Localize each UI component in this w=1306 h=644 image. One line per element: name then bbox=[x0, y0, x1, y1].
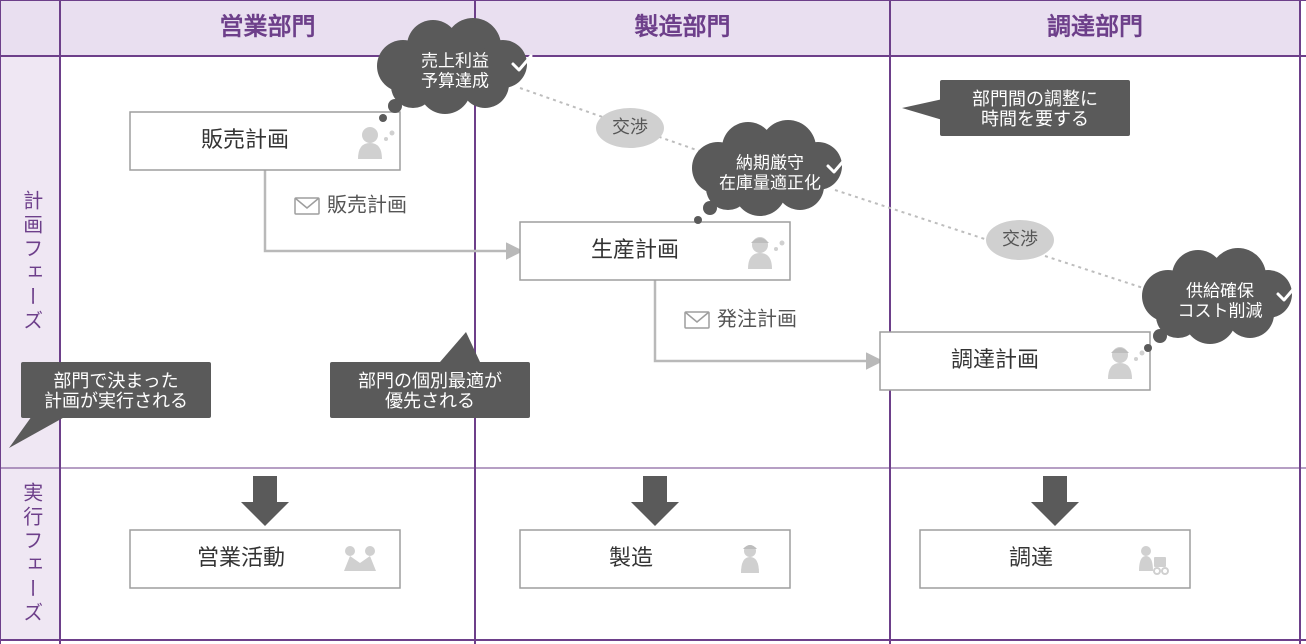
callout-exec-l1: 部門で決まった bbox=[53, 371, 178, 391]
cloud-prod-l1: 納期厳守 bbox=[736, 153, 804, 172]
column-header-2: 調達部門 bbox=[1047, 12, 1143, 40]
prod-label: 生産計画 bbox=[591, 237, 679, 262]
callout-local-l1: 部門の個別最適が bbox=[358, 371, 502, 391]
cloud-proc: 供給確保コスト削減 bbox=[1142, 248, 1296, 352]
callout-interdept-l2: 時間を要する bbox=[981, 109, 1089, 129]
cloud-prod-l2: 在庫量適正化 bbox=[719, 173, 821, 192]
callout-exec-l2: 計画が実行される bbox=[44, 391, 188, 411]
nego-line-2a bbox=[835, 190, 1000, 244]
nego-label-b: 交渉 bbox=[1002, 229, 1038, 249]
cloud-proc-l1: 供給確保 bbox=[1186, 281, 1254, 300]
envelope-icon bbox=[295, 198, 319, 214]
column-header-0: 営業部門 bbox=[220, 12, 316, 40]
down-arrow-proc bbox=[1031, 476, 1079, 526]
nego-label-a: 交渉 bbox=[612, 117, 648, 137]
column-header-1: 製造部門 bbox=[635, 12, 731, 40]
down-arrow-prod bbox=[631, 476, 679, 526]
exec-proc-label: 調達 bbox=[1009, 545, 1053, 570]
msg-to-proc: 発注計画 bbox=[717, 307, 797, 330]
proc-label: 調達計画 bbox=[951, 347, 1039, 372]
phase-label-1: 実行フェーズ bbox=[20, 482, 43, 626]
phase-label-0: 計画フェーズ bbox=[20, 190, 42, 334]
cloud-sales-l2: 予算達成 bbox=[421, 71, 489, 90]
cloud-proc-l2: コスト削減 bbox=[1178, 301, 1263, 320]
cloud-prod: 納期厳守在庫量適正化 bbox=[692, 120, 846, 224]
down-arrow-sales bbox=[241, 476, 289, 526]
callout-local-l2: 優先される bbox=[385, 391, 475, 411]
callout-interdept-l1: 部門間の調整に bbox=[972, 89, 1098, 109]
envelope-icon bbox=[685, 312, 709, 328]
sales-label: 販売計画 bbox=[201, 127, 289, 152]
cloud-sales-l1: 売上利益 bbox=[421, 51, 489, 70]
exec-prod-label: 製造 bbox=[609, 545, 653, 570]
exec-sales-label: 営業活動 bbox=[197, 545, 285, 570]
msg-to-prod: 販売計画 bbox=[327, 193, 407, 216]
